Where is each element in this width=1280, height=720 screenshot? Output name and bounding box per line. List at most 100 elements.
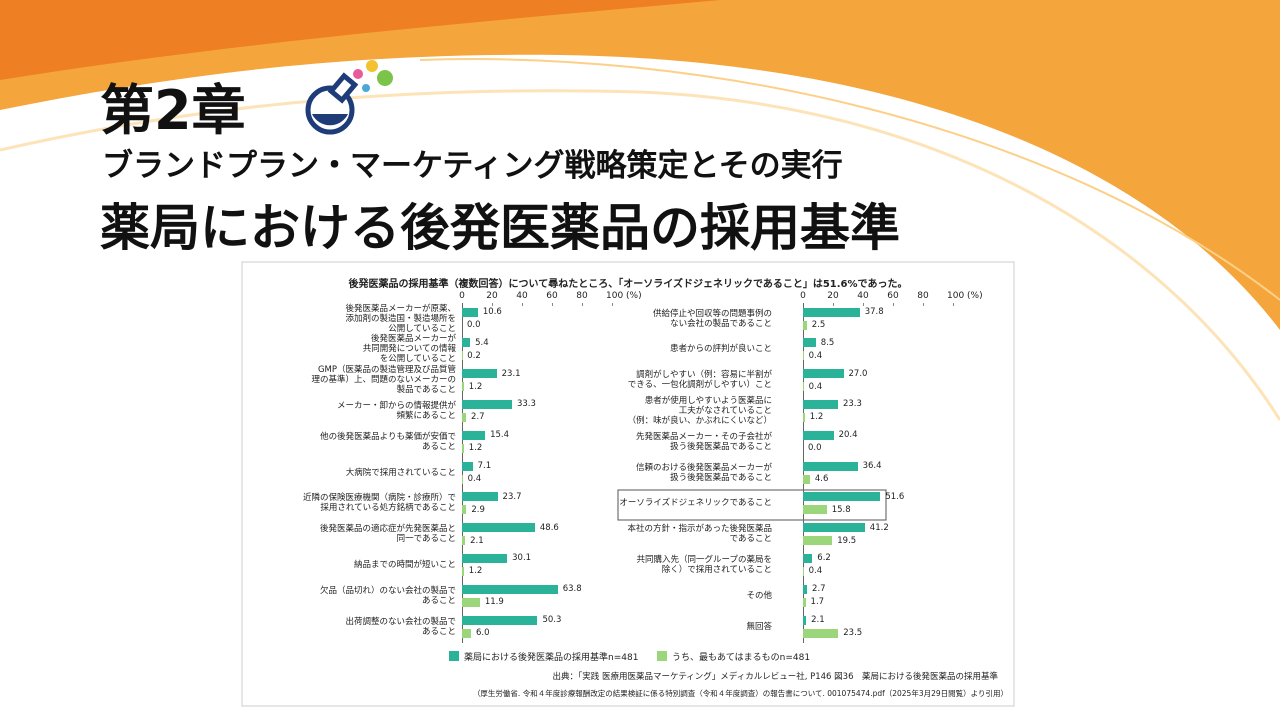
- tick-mark: [923, 303, 924, 306]
- value-label: 23.3: [842, 399, 862, 410]
- category-label: 出荷調整のない会社の製品で あること: [345, 616, 456, 637]
- flask-icon: [305, 60, 393, 135]
- bar: [462, 338, 471, 348]
- tick-mark: [893, 303, 894, 306]
- x-tick-label: 20: [486, 291, 498, 301]
- value-label: 6.2: [817, 553, 831, 564]
- value-label: 27.0: [848, 368, 868, 379]
- bar: [462, 553, 508, 563]
- category-label: 納品までの時間が短いこと: [353, 559, 456, 570]
- value-label: 48.6: [539, 522, 559, 533]
- bar: [462, 369, 497, 379]
- category-label: 後発医薬品メーカーが 共同開発についての情報 を公開していること: [362, 334, 456, 365]
- bg-stripe: [0, 89, 1280, 421]
- value-label: 30.1: [512, 553, 532, 564]
- legend-label: うち、最もあてはまるものn=481: [672, 653, 811, 663]
- bar: [803, 615, 807, 625]
- x-tick-label: 0: [800, 291, 806, 301]
- bar: [462, 399, 512, 409]
- bar: [803, 536, 833, 546]
- value-label: 15.8: [831, 504, 851, 515]
- axis-line: [803, 303, 804, 643]
- value-label: 2.1: [811, 615, 825, 625]
- bar: [803, 369, 844, 379]
- bar: [803, 320, 807, 330]
- bar: [462, 523, 535, 533]
- value-label: 0.0: [467, 320, 481, 330]
- bar: [803, 474, 810, 484]
- source: 出典：「実践 医療用医薬品マーケティング」メディカルレビュー社, P146 図3…: [552, 672, 998, 682]
- bar: [462, 430, 486, 440]
- category-label: 後発医薬品の適応症が先発医薬品と 同一であること: [319, 524, 456, 545]
- bar: [803, 338, 816, 348]
- bar: [803, 505, 827, 515]
- value-label: 15.4: [490, 430, 510, 441]
- bar: [803, 628, 839, 638]
- x-tick-label: 80: [576, 291, 588, 301]
- category-label: GMP（医薬品の製造管理及び品質管 理の基準）上、問題のないメーカーの 製品であ…: [311, 365, 456, 396]
- category-label: 本社の方針・指示があった後発医薬品 であること: [627, 524, 772, 545]
- x-tick-label: 40: [857, 291, 869, 301]
- bar: [462, 536, 466, 546]
- bar: [462, 492, 498, 502]
- x-tick-label: 60: [887, 291, 899, 301]
- value-label: 5.4: [475, 337, 489, 348]
- bar: [462, 505, 467, 515]
- x-tick-label: 0: [459, 291, 465, 301]
- bar: [803, 597, 806, 607]
- tick-mark: [612, 303, 613, 306]
- value-label: 1.2: [468, 381, 483, 392]
- bar: [462, 615, 538, 625]
- axis-line: [462, 303, 463, 643]
- x-tick-label: 80: [917, 291, 929, 301]
- note: （厚生労働省. 令和４年度診療報酬改定の結果検証に係る特別調査（令和４年度調査）…: [472, 689, 1008, 698]
- value-label: 8.5: [820, 337, 835, 348]
- category-label: 調剤がしやすい（例：容易に半割が できる、一包化調剤がしやすい）こと: [627, 370, 772, 391]
- tick-mark: [522, 303, 523, 306]
- bar: [803, 307, 860, 317]
- bar: [803, 430, 834, 440]
- value-label: 0.0: [808, 443, 822, 454]
- category-label: 近隣の保険医療機関（病院・診療所）で 採用されている処方銘柄であること: [302, 493, 456, 514]
- value-label: 7.1: [477, 461, 492, 471]
- category-label: メーカー・卸からの情報提供が 頻繁にあること: [336, 400, 456, 421]
- bar: [803, 412, 805, 422]
- tick-mark: [552, 303, 553, 306]
- value-label: 63.8: [562, 584, 582, 595]
- x-tick-label: 20: [827, 291, 839, 301]
- x-tick-label: 100 (%): [606, 291, 642, 301]
- x-tick-label: 100 (%): [947, 291, 983, 301]
- value-label: 2.1: [470, 535, 484, 546]
- slide-title: 薬局における後発医薬品の採用基準: [100, 199, 900, 257]
- value-label: 4.6: [814, 474, 829, 484]
- category-label: 信頼のおける後発医薬品メーカーが 扱う後発医薬品であること: [635, 462, 772, 483]
- value-label: 1.2: [468, 443, 483, 454]
- value-label: 2.9: [471, 504, 485, 515]
- value-label: 20.4: [838, 430, 858, 441]
- bar: [803, 584, 808, 594]
- bar: [462, 443, 464, 453]
- bar: [803, 351, 804, 361]
- category-label: その他: [746, 590, 772, 601]
- bar: [462, 461, 473, 471]
- bg-wave: [0, 0, 720, 80]
- value-label: 2.7: [812, 584, 826, 595]
- value-label: 37.8: [864, 307, 884, 317]
- tick-mark: [582, 303, 583, 306]
- value-label: 23.7: [502, 491, 522, 502]
- value-label: 0.4: [808, 381, 823, 392]
- value-label: 11.9: [484, 597, 504, 608]
- tick-mark: [863, 303, 864, 306]
- value-label: 41.2: [869, 522, 889, 533]
- chapter: 第2章: [100, 79, 246, 142]
- value-label: 2.7: [471, 412, 485, 423]
- category-label: オーソライズドジェネリックであること: [619, 498, 772, 509]
- category-label: 後発医薬品メーカーが原薬、 添加剤の製造国・製造場所を 公開していること: [345, 303, 456, 334]
- bar: [803, 461, 858, 471]
- category-label: 大病院で採用されていること: [345, 467, 456, 478]
- value-label: 1.2: [809, 412, 824, 423]
- bg-wave: [0, 0, 1280, 330]
- category-label: 欠品（品切れ）のない会社の製品で あること: [319, 585, 456, 606]
- value-label: 0.4: [808, 566, 823, 577]
